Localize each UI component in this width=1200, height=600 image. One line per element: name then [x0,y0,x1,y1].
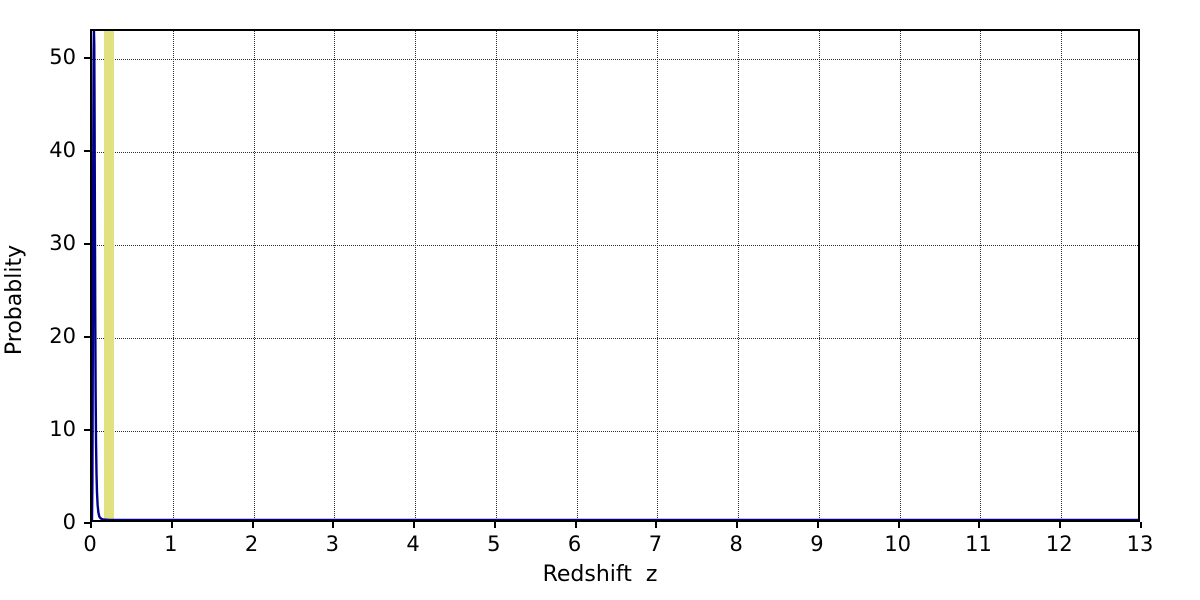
gridline-vertical [738,31,740,520]
x-tick-mark [978,522,981,528]
y-tick-mark [84,522,90,524]
y-tick-label: 30 [49,230,76,255]
x-tick-label: 11 [965,532,992,556]
x-tick-label: 5 [487,532,501,556]
gridline-vertical [818,31,820,520]
x-tick-label: 8 [729,532,743,556]
x-tick-mark [332,522,335,528]
gridline-vertical [495,31,497,520]
x-tick-mark [1140,522,1142,528]
gridline-horizontal [92,151,1138,153]
x-tick-mark [897,522,900,528]
x-tick-label: 3 [325,532,339,556]
gridline-vertical [1061,31,1063,520]
x-tick-mark [90,522,92,528]
gridline-vertical [980,31,982,520]
x-tick-label: 12 [1045,532,1073,556]
gridline-vertical [899,31,901,520]
x-tick-label: 13 [1126,532,1154,556]
y-tick-label: 10 [49,416,76,441]
y-axis-title: Probablity [2,244,27,356]
y-tick-mark [84,56,90,59]
x-tick-mark [655,522,658,528]
x-tick-mark [736,522,739,528]
gridline-vertical [576,31,578,520]
plot-area [90,29,1140,522]
x-tick-label: 2 [244,532,259,556]
x-tick-mark [1059,522,1062,528]
shaded-band [103,31,114,520]
y-tick-label: 20 [49,323,76,348]
x-axis-title: Redshift z [542,562,658,587]
gridline-vertical [172,31,174,520]
x-tick-mark [251,522,254,528]
probability-curve [92,31,1138,520]
y-tick-label: 50 [49,44,76,69]
y-tick-mark [84,242,90,245]
gridline-vertical [334,31,336,520]
x-tick-label: 4 [406,532,420,556]
x-tick-label: 9 [810,532,824,556]
y-tick-mark [84,428,90,431]
gridline-vertical [657,31,659,520]
x-tick-mark [170,522,173,528]
x-tick-label: 7 [648,532,663,556]
y-tick-mark [84,149,90,152]
gridline-vertical [415,31,417,520]
x-tick-label: 10 [884,532,912,556]
gridline-vertical [253,31,255,520]
gridline-horizontal [92,337,1138,339]
gridline-horizontal [92,430,1138,432]
y-tick-label: 40 [49,137,76,162]
gridline-horizontal [92,244,1138,246]
y-tick-mark [84,335,90,338]
x-tick-mark [413,522,416,528]
x-tick-label: 6 [567,532,582,556]
x-tick-mark [493,522,496,528]
x-tick-label: 1 [164,532,178,556]
y-tick-label: 0 [62,510,76,534]
x-tick-label: 0 [83,532,97,556]
x-tick-mark [574,522,577,528]
gridline-horizontal [92,58,1138,60]
x-tick-mark [816,522,819,528]
